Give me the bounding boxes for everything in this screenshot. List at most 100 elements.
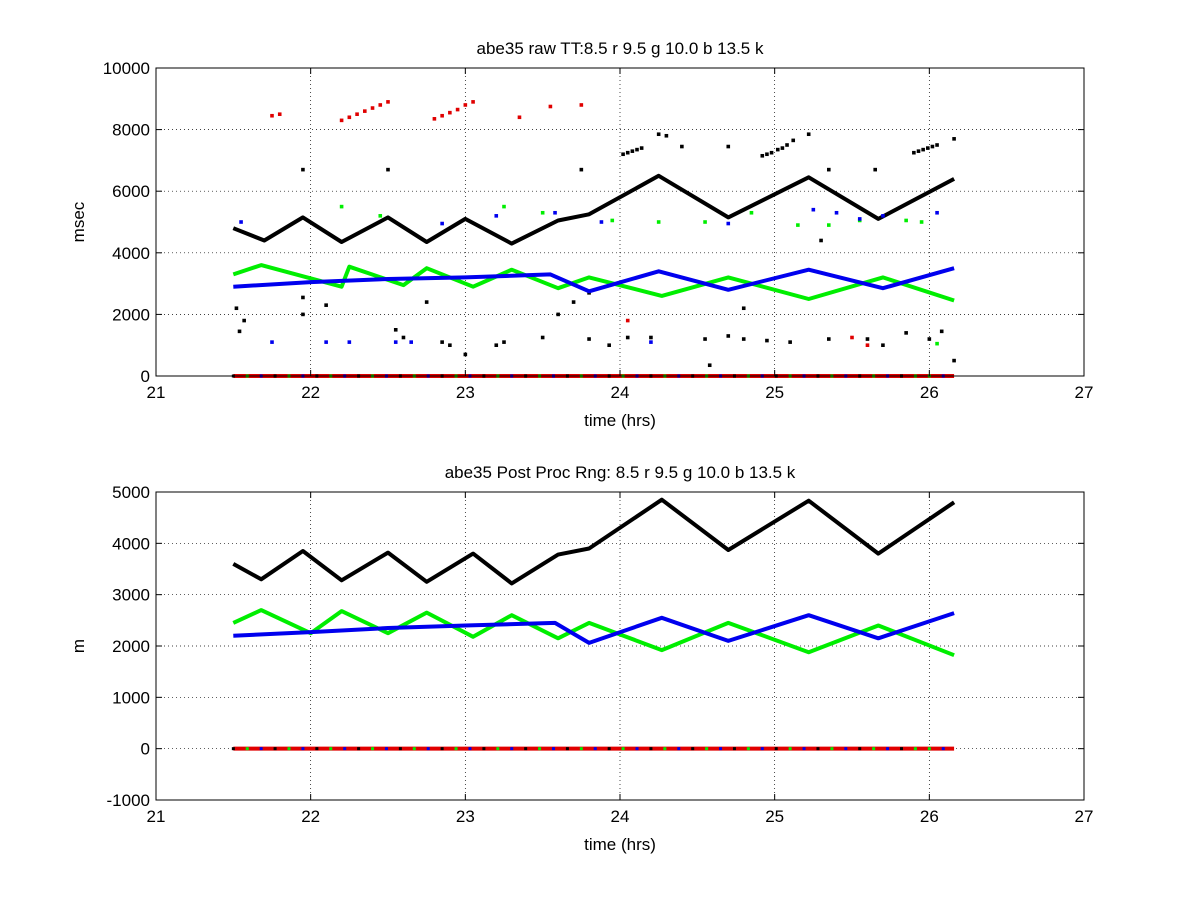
data-point-green xyxy=(749,210,754,215)
baseline-point xyxy=(329,747,333,751)
y-tick-label: 1000 xyxy=(112,688,150,707)
x-tick-label: 27 xyxy=(1075,807,1094,826)
series-line-blue xyxy=(233,611,955,645)
data-point-black xyxy=(621,152,625,157)
baseline-point xyxy=(343,747,347,751)
baseline-point xyxy=(440,747,444,751)
data-point-black xyxy=(726,334,731,338)
baseline-point xyxy=(538,747,542,751)
x-tick-label: 22 xyxy=(301,383,320,402)
data-point-red xyxy=(277,112,282,116)
data-point-black xyxy=(741,306,746,311)
baseline-point xyxy=(412,747,416,751)
data-point-black xyxy=(587,337,591,341)
data-point-black xyxy=(301,312,305,317)
data-point-black xyxy=(607,343,611,347)
x-tick-label: 25 xyxy=(765,383,784,402)
data-point-red xyxy=(432,117,437,121)
baseline-point xyxy=(551,747,555,751)
baseline-point xyxy=(524,747,528,751)
data-point-blue xyxy=(935,210,939,215)
chart-title: abe35 Post Proc Rng: 8.5 r 9.5 g 10.0 b … xyxy=(445,463,796,482)
baseline-point xyxy=(593,747,597,751)
data-point-black xyxy=(952,137,956,141)
data-point-blue xyxy=(324,340,328,344)
baseline-point xyxy=(287,747,291,751)
y-tick-label: 3000 xyxy=(112,586,150,605)
y-tick-label: -1000 xyxy=(107,791,150,810)
data-point-red xyxy=(548,104,553,109)
data-point-black xyxy=(873,167,877,172)
data-point-black xyxy=(234,306,239,311)
baseline-point xyxy=(259,747,263,751)
baseline-point xyxy=(802,747,806,751)
data-point-red xyxy=(386,100,390,104)
baseline-point xyxy=(830,747,834,751)
baseline-point xyxy=(913,747,917,751)
data-point-red xyxy=(850,335,854,340)
data-point-black xyxy=(930,144,935,149)
data-point-black xyxy=(502,340,506,344)
x-tick-label: 24 xyxy=(611,807,630,826)
y-axis-label: msec xyxy=(69,201,88,242)
data-point-black xyxy=(827,167,831,172)
data-point-blue xyxy=(811,207,816,212)
x-tick-label: 25 xyxy=(765,807,784,826)
data-point-black xyxy=(656,132,661,137)
data-point-blue xyxy=(599,220,604,224)
data-point-blue xyxy=(270,340,274,344)
data-point-black xyxy=(726,144,731,149)
data-point-black xyxy=(865,337,870,341)
baseline-point xyxy=(384,747,388,751)
data-point-black xyxy=(741,337,746,341)
baseline-point xyxy=(788,747,792,751)
baseline-point xyxy=(357,747,361,751)
data-point-black xyxy=(540,335,545,340)
data-point-black xyxy=(625,335,630,340)
baseline-point xyxy=(886,747,890,751)
data-point-red xyxy=(378,103,383,107)
data-point-black xyxy=(827,337,831,341)
y-tick-label: 4000 xyxy=(112,534,150,553)
series-line-black xyxy=(232,497,956,586)
data-point-green xyxy=(919,220,924,224)
data-point-black xyxy=(301,295,305,300)
data-point-black xyxy=(463,352,468,357)
data-point-red xyxy=(363,109,367,113)
data-point-green xyxy=(935,341,939,346)
data-point-blue xyxy=(553,210,557,215)
data-point-black xyxy=(707,363,712,368)
data-point-black xyxy=(664,133,669,138)
y-tick-label: 0 xyxy=(141,740,150,759)
data-point-black xyxy=(630,149,635,153)
baseline-point xyxy=(858,747,862,751)
data-point-green xyxy=(656,220,661,224)
x-tick-label: 21 xyxy=(147,383,166,402)
data-point-black xyxy=(916,149,921,153)
x-tick-label: 26 xyxy=(920,807,939,826)
y-tick-label: 0 xyxy=(141,367,150,386)
x-tick-label: 22 xyxy=(301,807,320,826)
baseline-point xyxy=(231,747,235,751)
data-point-black xyxy=(494,343,499,347)
baseline-point xyxy=(607,747,611,751)
baseline-point xyxy=(482,747,486,751)
data-point-red xyxy=(448,110,452,115)
data-point-green xyxy=(827,223,831,227)
post-proc-range-panel: 21 22 23 24 25 26 27 -1000 0 1000 2000 3000 4000 5000… xyxy=(69,463,1093,854)
data-point-black xyxy=(912,150,916,155)
data-point-black xyxy=(806,132,811,137)
series-line-blue xyxy=(233,266,955,294)
data-point-red xyxy=(579,103,584,107)
baseline-point xyxy=(732,747,736,751)
series-line-black xyxy=(232,173,956,246)
data-point-black xyxy=(904,331,908,335)
data-point-black xyxy=(639,146,644,150)
series-line-green xyxy=(232,608,955,658)
data-point-red xyxy=(440,113,444,118)
data-point-black xyxy=(393,328,398,332)
data-point-black xyxy=(780,146,785,150)
data-point-black xyxy=(925,146,930,150)
y-tick-label: 5000 xyxy=(112,483,150,502)
